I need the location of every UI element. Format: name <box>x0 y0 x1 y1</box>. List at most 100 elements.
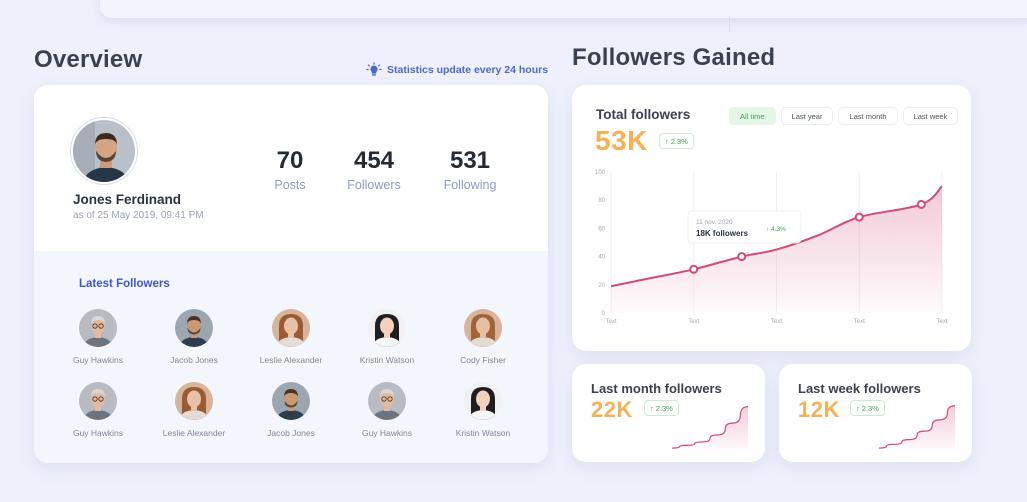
series-line <box>610 185 943 288</box>
header-divider <box>729 16 730 32</box>
profile-avatar[interactable] <box>71 118 137 184</box>
last-month-card: Last month followers 22K ↑ 2.3% <box>572 364 765 462</box>
tooltip-date: 11 nov. 2020 <box>696 219 733 226</box>
total-followers-card: Total followers 53K ↑ 2.3% All time Last… <box>572 85 971 351</box>
arrow-up-icon: ↑ <box>665 136 669 146</box>
follower-avatar <box>368 382 406 420</box>
follower-item[interactable]: Leslie Alexander <box>144 382 244 438</box>
chart-tooltip: 11 nov. 2020 18K followers ↑ 4.3% <box>687 210 802 244</box>
statistics-note: Statistics update every 24 hours <box>366 62 548 78</box>
follower-avatar <box>464 382 502 420</box>
sparkline-area <box>672 406 748 449</box>
y-tick-label: 80 <box>598 198 605 204</box>
last-month-change-badge: ↑ 2.3% <box>644 400 679 416</box>
last-week-card: Last week followers 12K ↑ 2.3% <box>779 364 972 462</box>
follower-item[interactable]: Leslie Alexander <box>241 309 341 365</box>
stat-posts-label: Posts <box>274 178 306 192</box>
y-tick-label: 60 <box>598 226 605 232</box>
arrow-up-icon: ↑ <box>856 403 860 413</box>
tooltip-value: 18K followers <box>696 229 749 238</box>
stat-followers: 454 Followers <box>340 147 408 193</box>
x-tick-label: Text <box>605 319 616 325</box>
follower-name: Kristin Watson <box>359 355 415 365</box>
follower-avatar <box>79 382 117 420</box>
latest-followers-panel <box>34 251 548 463</box>
followers-chart: 0 20 40 60 80 100 Text Text Text Text Text 11 nov. … <box>595 170 948 325</box>
follower-name: Kristin Watson <box>455 428 511 438</box>
overview-title: Overview <box>34 46 143 73</box>
follower-item[interactable]: Guy Hawkins <box>48 309 148 365</box>
follower-name: Cody Fisher <box>460 355 506 365</box>
last-month-title: Last month followers <box>591 381 722 396</box>
profile-date: as of 25 May 2019, 09:41 PM <box>73 210 204 221</box>
follower-avatar <box>175 309 213 347</box>
follower-item[interactable]: Kristin Watson <box>337 309 437 365</box>
y-tick-label: 100 <box>595 170 606 176</box>
stat-following-label: Following <box>443 178 497 192</box>
overview-card: Jones Ferdinand as of 25 May 2019, 09:41… <box>34 85 548 463</box>
follower-item[interactable]: Cody Fisher <box>433 309 533 365</box>
x-tick-label: Text <box>771 319 782 325</box>
follower-avatar <box>79 309 117 347</box>
last-week-change-badge: ↑ 2.3% <box>850 400 885 416</box>
follower-avatar <box>464 309 502 347</box>
follower-item[interactable]: Jacob Jones <box>144 309 244 365</box>
follower-item[interactable]: Kristin Watson <box>433 382 533 438</box>
y-tick-label: 40 <box>598 255 605 261</box>
tooltip-box <box>687 210 802 244</box>
sparkline-area <box>879 405 955 449</box>
sparkline-line <box>878 405 956 449</box>
last-week-title: Last week followers <box>798 381 921 396</box>
x-tick-label: Text <box>936 319 947 325</box>
profile-name: Jones Ferdinand <box>73 192 182 207</box>
follower-item[interactable]: Jacob Jones <box>241 382 341 438</box>
last-week-change-value: 2.3% <box>861 403 879 413</box>
follower-name: Jacob Jones <box>267 428 315 438</box>
tab-all-time[interactable]: All time <box>729 107 776 125</box>
follower-name: Guy Hawkins <box>72 428 124 438</box>
follower-name: Leslie Alexander <box>162 428 226 438</box>
follower-name: Leslie Alexander <box>259 355 323 365</box>
follower-avatar <box>175 382 213 420</box>
stat-posts: 70 Posts <box>265 147 315 193</box>
follower-avatar <box>272 309 310 347</box>
tab-last-year[interactable]: Last year <box>780 107 834 125</box>
total-change-badge: ↑ 2.3% <box>659 133 694 149</box>
total-followers-title: Total followers <box>596 107 691 122</box>
follower-name: Guy Hawkins <box>72 355 124 365</box>
sparkline-line <box>671 406 749 449</box>
last-month-sparkline <box>671 406 749 449</box>
follower-item[interactable]: Guy Hawkins <box>337 382 437 438</box>
follower-avatar <box>272 382 310 420</box>
stat-following-value: 531 <box>449 147 491 174</box>
follower-name: Guy Hawkins <box>361 428 413 438</box>
latest-followers-title: Latest Followers <box>79 278 170 290</box>
arrow-up-icon: ↑ <box>650 403 654 413</box>
time-range-tabs: All time Last year Last month Last week <box>729 107 959 125</box>
followers-gained-title: Followers Gained <box>572 44 776 71</box>
lightbulb-icon <box>366 62 382 76</box>
top-header-bar <box>100 0 1027 18</box>
y-tick-label: 0 <box>602 311 606 317</box>
tab-last-week[interactable]: Last week <box>902 107 959 125</box>
follower-item[interactable]: Guy Hawkins <box>48 382 148 438</box>
stat-following: 531 Following <box>436 147 504 193</box>
series-marker <box>689 264 699 274</box>
series-marker <box>737 252 747 262</box>
stat-posts-value: 70 <box>276 147 304 174</box>
last-month-change-value: 2.3% <box>655 403 673 413</box>
stat-followers-label: Followers <box>347 178 401 192</box>
tab-last-month[interactable]: Last month <box>838 107 898 125</box>
statistics-note-text: Statistics update every 24 hours <box>387 64 549 76</box>
follower-name: Jacob Jones <box>170 355 218 365</box>
tooltip-change: ↑ 4.3% <box>766 226 786 233</box>
total-change-value: 2.3% <box>670 136 688 146</box>
y-tick-label: 20 <box>598 283 605 289</box>
series-marker <box>916 199 926 209</box>
stat-followers-value: 454 <box>353 147 395 174</box>
last-month-value: 22K <box>591 397 633 422</box>
follower-avatar <box>368 309 406 347</box>
x-tick-label: Text <box>688 319 699 325</box>
total-followers-value: 53K <box>595 125 648 156</box>
series-marker <box>854 212 864 222</box>
